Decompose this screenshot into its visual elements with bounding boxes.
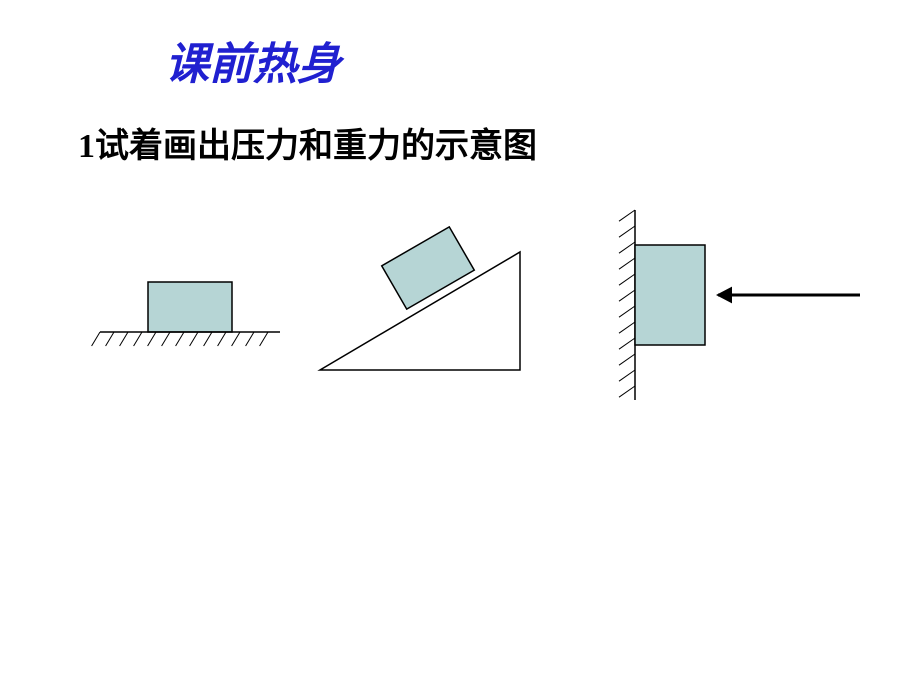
figure-3-wall [590, 200, 890, 420]
figure-1-flat-ground [90, 240, 290, 400]
problem-text: 1试着画出压力和重力的示意图 [78, 118, 537, 167]
figure-2-incline [310, 210, 540, 400]
slide-title: 课前热身 [165, 28, 341, 92]
